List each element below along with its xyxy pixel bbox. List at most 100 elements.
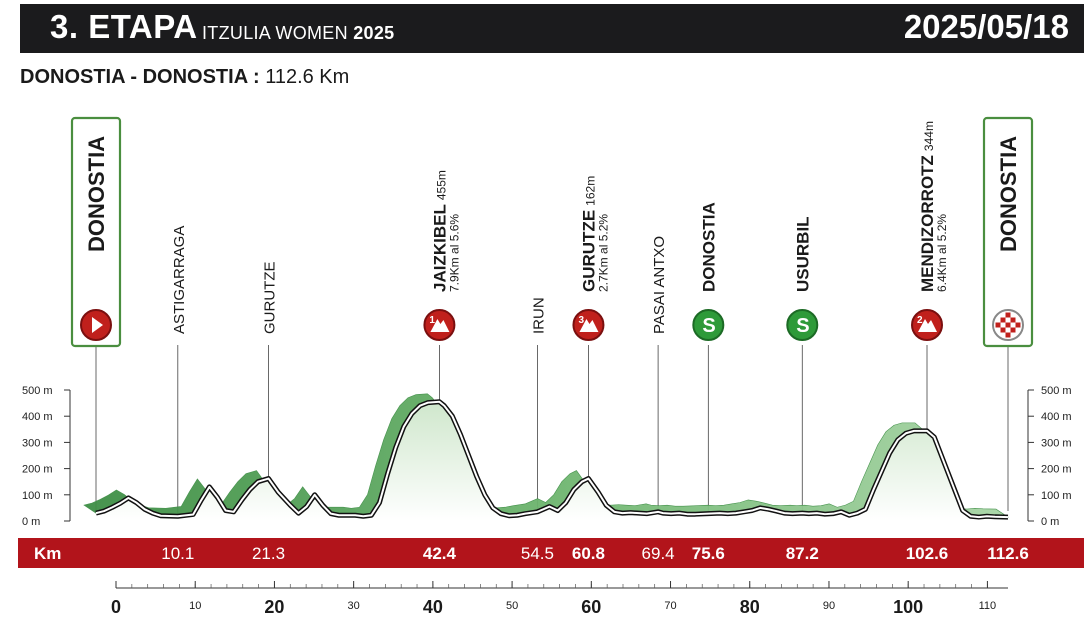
waypoint-name-text: DONOSTIA — [699, 202, 718, 292]
sprint-letter: S — [796, 315, 809, 337]
y-tick-label-right: 0 m — [1041, 516, 1059, 528]
race-name: ITZULIA WOMEN 2025 — [202, 23, 394, 44]
km-tick-label: 80 — [740, 597, 760, 617]
km-tick-label: 20 — [264, 597, 284, 617]
climb-category: 3 — [578, 315, 584, 326]
race-title: ITZULIA WOMEN — [202, 23, 348, 43]
km-band-label: Km — [34, 544, 61, 563]
waypoint-name: GURUTZE 162m — [579, 176, 598, 292]
km-tick-label: 40 — [423, 597, 443, 617]
waypoint-altitude: 455m — [434, 170, 448, 200]
y-tick-label-left: 100 m — [22, 490, 53, 502]
waypoint-km: 21.3 — [252, 544, 285, 563]
waypoint-km: 69.4 — [642, 544, 675, 563]
waypoint-name: PASAI ANTXO — [651, 236, 668, 334]
start-name-group: DONOSTIA — [84, 136, 109, 252]
checker-square — [1000, 327, 1006, 333]
climb-info: 2.7Km al 5.2% — [596, 214, 610, 292]
route-name: DONOSTIA - DONOSTIA : — [20, 66, 260, 88]
mountain-icon — [579, 319, 599, 332]
waypoint-km: 42.4 — [423, 544, 457, 563]
route-distance: 112.6 Km — [265, 66, 350, 88]
km-tick-label: 60 — [581, 597, 601, 617]
race-year: 2025 — [353, 23, 395, 43]
route-line: DONOSTIA - DONOSTIA : 112.6 Km — [20, 66, 349, 89]
km-tick-label: 50 — [506, 600, 518, 612]
waypoint-km: 54.5 — [521, 544, 554, 563]
waypoint-name-text: ASTIGARRAGA — [171, 226, 188, 334]
y-tick-label-right: 400 m — [1041, 411, 1072, 423]
finish-frame — [982, 116, 1034, 348]
waypoint-altitude: 162m — [583, 176, 597, 206]
waypoint-altitude: 344m — [922, 121, 936, 151]
start-name: DONOSTIA — [84, 136, 109, 252]
km-tick-label: 90 — [823, 600, 835, 612]
y-tick-label-right: 300 m — [1041, 437, 1072, 449]
stage-date: 2025/05/18 — [903, 8, 1069, 45]
waypoint-label-group: JAIZKIBEL 455m 7.9Km al 5.6% — [430, 170, 461, 292]
waypoint-name-text: GURUTZE — [579, 210, 598, 292]
km-tick-label: 70 — [664, 600, 676, 612]
waypoint-name-text: PASAI ANTXO — [651, 236, 668, 334]
waypoint-label-group: IRUN — [530, 297, 547, 334]
km-tick-label: 0 — [111, 597, 121, 617]
waypoint-label-group: GURUTZE 162m 2.7Km al 5.2% — [579, 176, 610, 292]
waypoint-km: 102.6 — [906, 544, 949, 563]
waypoint-label-group: USURBIL — [793, 216, 812, 292]
waypoint-label-group: DONOSTIA — [699, 202, 718, 292]
y-tick-label-left: 500 m — [22, 385, 53, 397]
km-tick-label: 30 — [348, 600, 360, 612]
waypoint-name-text: IRUN — [530, 297, 547, 334]
waypoint-name: MENDIZORROTZ 344m — [918, 121, 937, 292]
checker-square — [1010, 327, 1016, 333]
checker-square — [1000, 317, 1006, 323]
climb-info: 7.9Km al 5.6% — [447, 214, 461, 292]
y-tick-label-right: 200 m — [1041, 464, 1072, 476]
waypoint-km: 75.6 — [692, 544, 725, 563]
waypoint-km: 60.8 — [572, 544, 605, 563]
play-arrow-icon — [92, 317, 103, 333]
checker-square — [1015, 322, 1021, 328]
checker-square — [995, 322, 1001, 328]
y-tick-label-left: 300 m — [22, 437, 53, 449]
sprint-icon — [692, 309, 725, 341]
waypoint-label-group: MENDIZORROTZ 344m 6.4Km al 5.2% — [918, 121, 949, 292]
y-tick-label-left: 0 m — [22, 516, 40, 528]
waypoint-label-group: PASAI ANTXO — [651, 236, 668, 334]
checker-square — [1005, 322, 1011, 328]
sprint-icon — [786, 309, 819, 341]
waypoint-km: 87.2 — [786, 544, 819, 563]
km-tick-label: 10 — [189, 600, 201, 612]
waypoint-label-group: ASTIGARRAGA — [171, 226, 188, 334]
start-frame — [70, 116, 122, 348]
waypoint-label-group: GURUTZE — [262, 262, 279, 335]
waypoint-name: IRUN — [530, 297, 547, 334]
waypoint-km: 112.6 — [987, 544, 1029, 563]
checker-square — [1005, 332, 1011, 338]
mountain-icon — [430, 319, 450, 332]
profile-area — [96, 401, 1008, 521]
mountain-icon — [918, 319, 938, 332]
y-tick-label-right: 500 m — [1041, 385, 1072, 397]
y-tick-label-right: 100 m — [1041, 490, 1072, 502]
checker-square — [1005, 312, 1011, 318]
km-band — [18, 538, 1084, 568]
km-tick-label: 100 — [893, 597, 923, 617]
stage-header: 3. ETAPA ITZULIA WOMEN 2025 2025/05/18 — [20, 4, 1084, 53]
sprint-letter: S — [702, 315, 715, 337]
y-tick-label-left: 200 m — [22, 464, 53, 476]
finish-name-group: DONOSTIA — [996, 136, 1021, 252]
waypoint-name-text: MENDIZORROTZ — [918, 155, 937, 292]
checker-square — [1010, 317, 1016, 323]
km-tick-label: 110 — [979, 600, 997, 612]
climb-category: 2 — [917, 315, 923, 326]
waypoint-name: DONOSTIA — [699, 202, 718, 292]
profile-line-inner — [95, 400, 1009, 519]
waypoint-name-text: USURBIL — [793, 216, 812, 292]
waypoint-name: ASTIGARRAGA — [171, 226, 188, 334]
stage-number: 3. ETAPA — [50, 8, 198, 45]
waypoint-name-text: GURUTZE — [262, 262, 279, 335]
climb-category: 1 — [429, 315, 435, 326]
y-tick-label-left: 400 m — [22, 411, 53, 423]
waypoint-km: 10.1 — [161, 544, 194, 563]
